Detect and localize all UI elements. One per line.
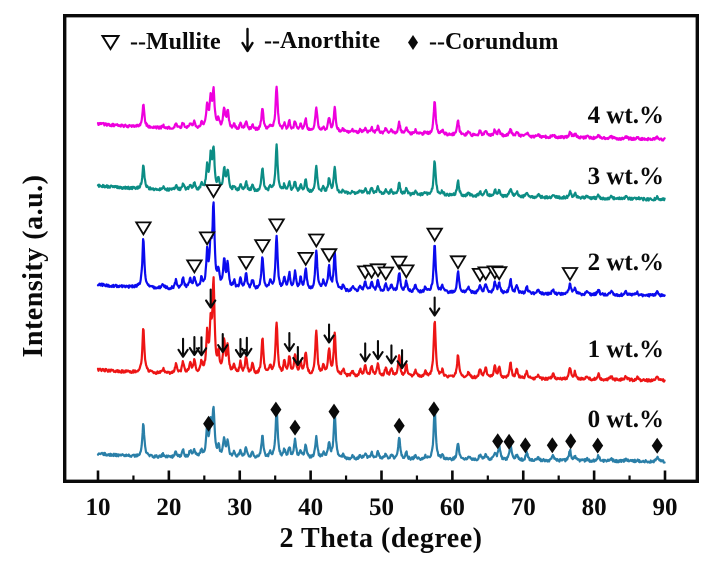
anorthite-marker [241, 336, 253, 357]
mullite-marker [237, 256, 255, 271]
legend-item-anorthite: --Anorthite [240, 27, 380, 54]
mullite-marker [267, 218, 286, 234]
trace-label-4wt: 4 wt.% [587, 102, 664, 129]
anorthite-marker [359, 342, 371, 363]
trace-label-2wt: 2 wt.% [587, 249, 664, 276]
mullite-marker [490, 266, 508, 281]
mullite-marker [185, 259, 204, 275]
anorthite-marker [177, 337, 189, 358]
mullite-marker [253, 239, 272, 254]
triangle-down-icon [100, 33, 121, 52]
x-tick-label: 90 [653, 494, 678, 521]
trace-2wt [96, 201, 666, 298]
y-axis-title: Intensity (a.u.) [18, 174, 49, 358]
corundum-marker [289, 419, 301, 436]
x-tick-label: 80 [582, 494, 607, 521]
x-tick-label: 70 [511, 494, 536, 521]
mullite-marker [397, 264, 416, 280]
x-tick-label: 60 [440, 494, 465, 521]
corundum-marker [328, 403, 340, 420]
corundum-marker [428, 401, 440, 418]
anorthite-marker [188, 335, 201, 357]
x-tick-label: 30 [227, 494, 252, 521]
anorthite-markers [177, 288, 441, 370]
mullite-marker [390, 255, 408, 271]
trace-label-1wt: 1 wt.% [587, 336, 664, 363]
legend-item-mullite: --Mullite [100, 30, 221, 54]
corundum-marker [565, 433, 577, 450]
corundum-markers [203, 401, 663, 454]
mullite-marker [449, 255, 467, 271]
mullite-marker [307, 233, 326, 249]
anorthite-marker [429, 296, 441, 317]
trace-0wt [96, 405, 666, 464]
x-axis-ticks: 10 20 30 40 50 60 70 80 90 [86, 470, 678, 521]
mullite-marker [425, 227, 444, 243]
trace-4wt [96, 85, 666, 142]
legend-item-corundum: --Corundum [406, 30, 558, 54]
trace-3wt [96, 143, 666, 202]
x-tick-label: 20 [156, 494, 181, 521]
trace-label-3wt: 3 wt.% [587, 163, 664, 190]
legend-label-anorthite: --Anorthite [264, 27, 380, 54]
anorthite-marker [217, 333, 229, 354]
legend-label-mullite: --Mullite [130, 29, 221, 55]
corundum-marker [503, 433, 515, 450]
traces [96, 85, 666, 464]
anorthite-marker [385, 344, 398, 365]
mullite-marker [320, 248, 338, 263]
anorthite-marker [205, 288, 217, 309]
corundum-marker [492, 433, 504, 450]
anorthite-marker [323, 323, 335, 344]
anorthite-marker [234, 337, 247, 359]
trace-label-0wt: 0 wt.% [587, 406, 664, 433]
trace-1wt [96, 276, 666, 383]
anorthite-marker [372, 340, 384, 361]
x-tick-label: 50 [369, 494, 394, 521]
arrow-down-icon [240, 27, 255, 54]
corundum-marker [270, 401, 282, 418]
anorthite-marker [195, 336, 208, 357]
mullite-marker [561, 267, 579, 282]
mullite-marker [134, 221, 153, 237]
mullite-marker [296, 252, 315, 267]
corundum-marker [592, 437, 604, 454]
x-axis-title: 2 Theta (degree) [279, 523, 483, 554]
mullite-marker [204, 184, 223, 199]
corundum-marker [546, 437, 558, 454]
legend-label-corundum: --Corundum [429, 29, 559, 55]
x-tick-label: 40 [298, 494, 323, 521]
corundum-marker [203, 415, 215, 432]
corundum-marker [651, 437, 663, 454]
mullite-marker [198, 231, 216, 247]
anorthite-marker [292, 345, 304, 367]
anorthite-marker [396, 349, 408, 370]
x-tick-label: 10 [86, 494, 111, 521]
corundum-marker [393, 417, 405, 434]
mullite-marker [377, 266, 395, 282]
corundum-marker [519, 437, 531, 454]
mullite-markers [134, 184, 579, 283]
anorthite-marker [283, 332, 296, 353]
diamond-icon [406, 33, 420, 52]
